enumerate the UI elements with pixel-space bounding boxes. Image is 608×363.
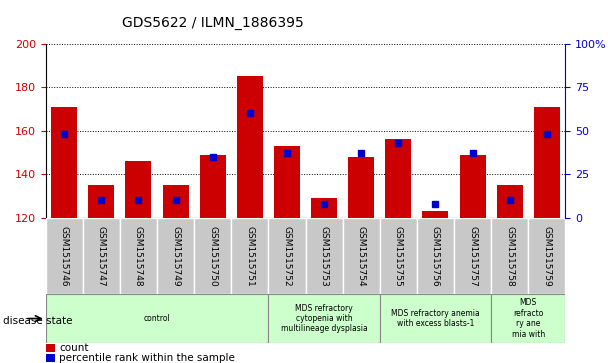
Bar	[231, 218, 268, 294]
Bar	[268, 218, 305, 294]
Text: MDS refractory
cytopenia with
multilineage dysplasia: MDS refractory cytopenia with multilinea…	[281, 303, 367, 334]
Bar	[380, 294, 491, 343]
Text: GSM1515750: GSM1515750	[208, 225, 217, 286]
Text: GSM1515754: GSM1515754	[357, 225, 366, 286]
Text: GSM1515746: GSM1515746	[60, 225, 69, 286]
Bar	[460, 155, 486, 218]
Text: MDS refractory anemia
with excess blasts-1: MDS refractory anemia with excess blasts…	[391, 309, 480, 328]
Text: GSM1515758: GSM1515758	[505, 225, 514, 286]
Bar	[380, 218, 417, 294]
Text: GSM1515756: GSM1515756	[431, 225, 440, 286]
Bar	[454, 218, 491, 294]
Text: percentile rank within the sample: percentile rank within the sample	[60, 353, 235, 363]
Bar	[348, 157, 374, 218]
Text: GSM1515757: GSM1515757	[468, 225, 477, 286]
Bar	[491, 218, 528, 294]
Bar	[385, 139, 412, 218]
Text: GSM1515747: GSM1515747	[97, 225, 106, 286]
Text: GSM1515755: GSM1515755	[394, 225, 403, 286]
Bar	[268, 294, 380, 343]
Text: GSM1515759: GSM1515759	[542, 225, 551, 286]
Bar	[237, 76, 263, 218]
Text: GSM1515753: GSM1515753	[320, 225, 328, 286]
Bar	[311, 198, 337, 218]
Bar	[83, 218, 120, 294]
Bar	[497, 185, 523, 218]
Bar	[343, 218, 380, 294]
Bar	[157, 218, 194, 294]
Text: GSM1515751: GSM1515751	[245, 225, 254, 286]
Bar	[162, 185, 188, 218]
Text: disease state: disease state	[3, 316, 72, 326]
Text: count: count	[60, 343, 89, 353]
Bar	[88, 185, 114, 218]
Text: control: control	[143, 314, 170, 323]
Text: MDS
refracto
ry ane
mia with: MDS refracto ry ane mia with	[512, 298, 545, 339]
Bar	[46, 344, 55, 352]
Text: GSM1515749: GSM1515749	[171, 225, 180, 286]
Text: GDS5622 / ILMN_1886395: GDS5622 / ILMN_1886395	[122, 16, 303, 30]
Bar	[51, 107, 77, 218]
Bar	[120, 218, 157, 294]
Text: GSM1515752: GSM1515752	[283, 225, 291, 286]
Text: GSM1515748: GSM1515748	[134, 225, 143, 286]
Bar	[305, 218, 343, 294]
Bar	[199, 155, 226, 218]
Bar	[534, 107, 560, 218]
Bar	[46, 218, 83, 294]
Bar	[423, 211, 449, 218]
Bar	[46, 354, 55, 362]
Bar	[194, 218, 231, 294]
Bar	[491, 294, 565, 343]
Bar	[46, 294, 268, 343]
Bar	[417, 218, 454, 294]
Bar	[125, 161, 151, 218]
Bar	[274, 146, 300, 218]
Bar	[528, 218, 565, 294]
